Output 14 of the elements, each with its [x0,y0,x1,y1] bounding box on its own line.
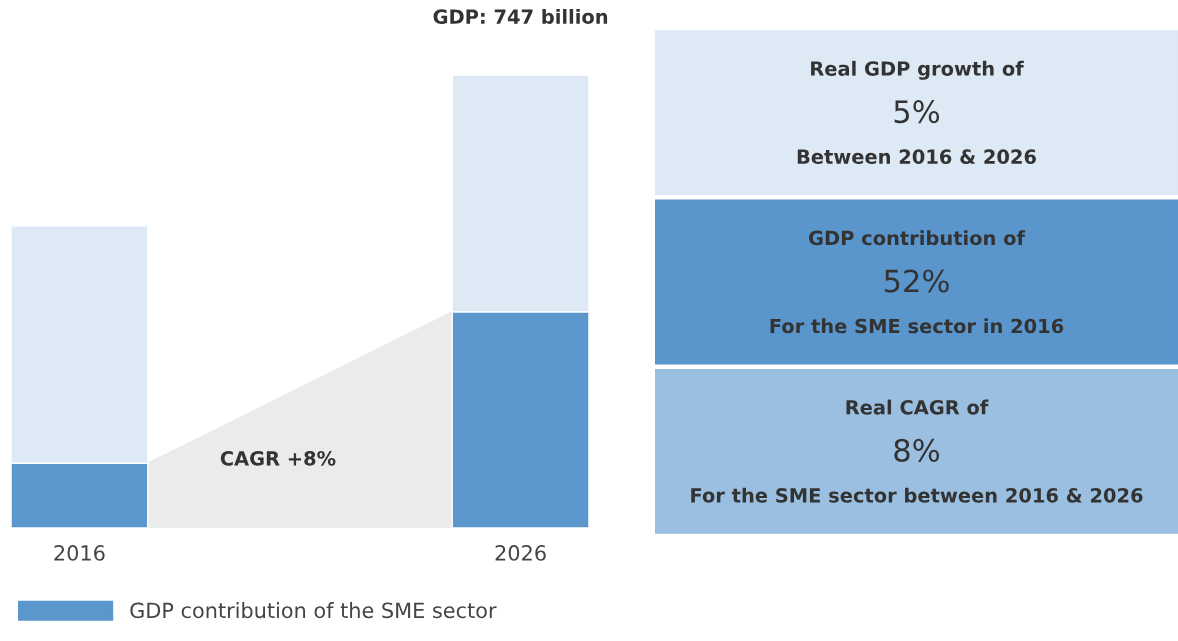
x-tick-label: 2026 [495,545,546,561]
annotation: GDP: 747 billion [433,8,608,25]
text: Real GDP growth of [811,60,1024,80]
text: 5% [894,100,940,124]
text: 52% [884,269,949,293]
annotation: For the SME sector between 2016 & 2026 [691,487,1143,503]
text: Real CAGR of [846,399,989,415]
text: For the SME sector in 2016 [770,318,1064,334]
text: 8% [894,438,940,462]
annotation: CAGR +8% [220,450,336,466]
text: GDP contribution of [809,230,1026,246]
text: Between 2016 & 2026 [797,149,1036,165]
x-tick-label: 2016 [54,545,105,561]
legend-label: GDP contribution of the SME sector [130,602,497,619]
